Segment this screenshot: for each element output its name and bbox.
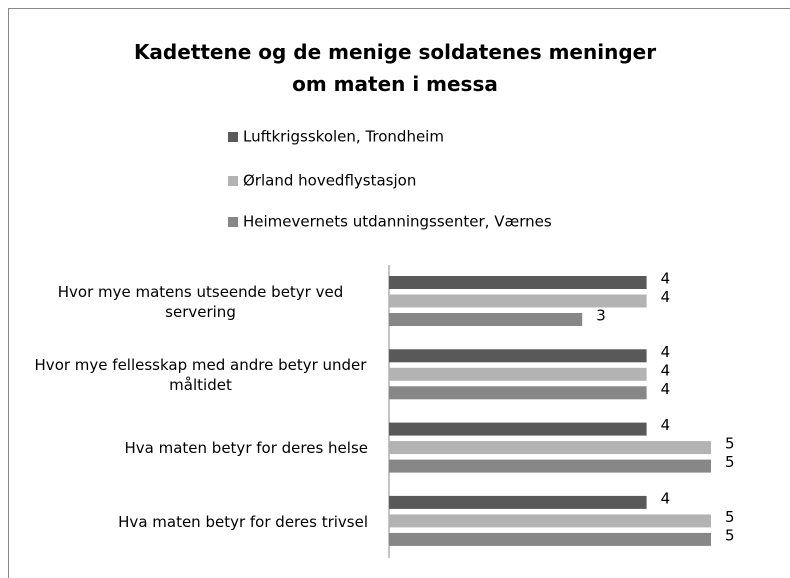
bar	[389, 514, 711, 528]
bar	[389, 495, 647, 509]
data-label: 4	[661, 416, 671, 434]
bar	[389, 294, 647, 308]
legend-swatch	[228, 176, 238, 186]
category-label: Hvor mye matens utseende betyr ved serve…	[57, 282, 344, 321]
bar	[389, 441, 711, 455]
legend-label: Ørland hovedflystasjon	[243, 172, 416, 190]
chart-title: Kadettene og de menige soldatenes mening…	[133, 40, 657, 96]
data-label: 4	[661, 489, 671, 507]
data-label: 5	[725, 526, 735, 544]
bar	[389, 349, 647, 363]
category-label: Hvor mye fellesskap med andre betyr unde…	[34, 356, 367, 395]
bar	[389, 459, 711, 473]
category-label: Hva maten betyr for deres helse	[124, 439, 369, 458]
legend-swatch	[228, 132, 238, 142]
bar	[389, 422, 647, 436]
data-label: 5	[725, 435, 735, 453]
bar	[389, 386, 647, 400]
legend-swatch	[228, 217, 238, 227]
data-label: 4	[661, 380, 671, 398]
data-label: 4	[661, 343, 671, 361]
frame	[8, 8, 790, 578]
bar	[389, 313, 583, 326]
data-label: 5	[725, 453, 735, 471]
bar	[389, 276, 647, 289]
legend-label: Heimevernets utdanningssenter, Værnes	[243, 213, 552, 231]
bar	[389, 532, 711, 546]
data-label: 4	[661, 361, 671, 379]
legend-label: Luftkrigsskolen, Trondheim	[243, 128, 444, 146]
data-label: 3	[596, 307, 606, 325]
bar	[389, 367, 647, 381]
data-label: 4	[661, 288, 671, 306]
data-label: 5	[725, 508, 735, 526]
data-label: 4	[661, 270, 671, 288]
category-label: Hva maten betyr for deres trivsel	[118, 512, 368, 531]
